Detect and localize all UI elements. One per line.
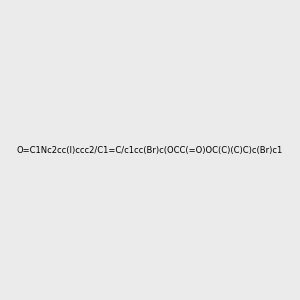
Text: O=C1Nc2cc(I)ccc2/C1=C/c1cc(Br)c(OCC(=O)OC(C)(C)C)c(Br)c1: O=C1Nc2cc(I)ccc2/C1=C/c1cc(Br)c(OCC(=O)O…: [17, 146, 283, 154]
